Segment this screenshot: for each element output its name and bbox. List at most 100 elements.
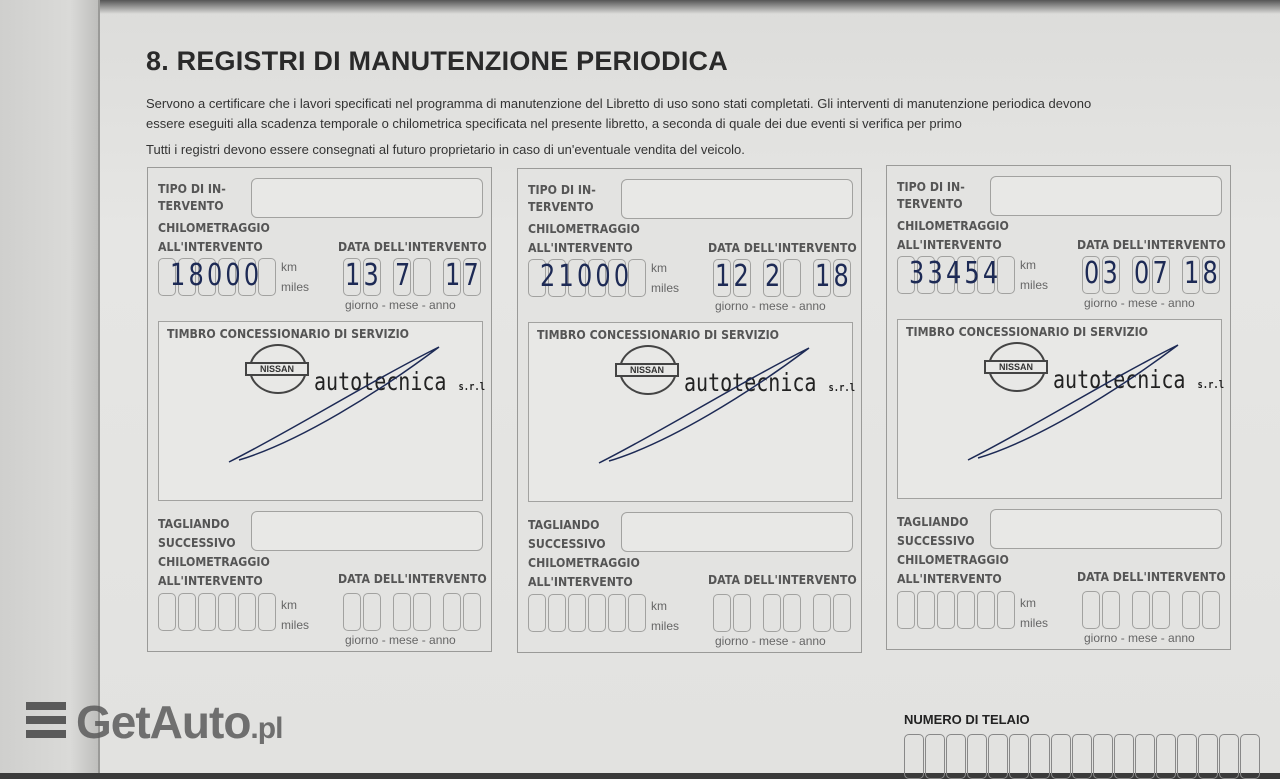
date-cell: [363, 258, 381, 296]
digit-cell: [568, 259, 586, 297]
dealer-name: autotecnica: [684, 368, 817, 397]
next-service-label: TAGLIANDO: [897, 514, 969, 529]
date-cell: [1132, 256, 1150, 294]
digit-cell: [258, 258, 276, 296]
date-cell: [813, 259, 831, 297]
date-cell: [813, 594, 831, 632]
date-month: 2: [765, 259, 784, 294]
digit-cell: [178, 593, 196, 631]
vin-cell: [1219, 734, 1239, 779]
date-year: 18: [1184, 256, 1221, 291]
digit-cell: [158, 593, 176, 631]
tipo-label: TIPO DI IN-: [897, 179, 965, 194]
date-cell: [463, 593, 481, 631]
date-cell: [1082, 591, 1100, 629]
dealer-suffix: s.r.l: [828, 381, 856, 394]
brand-text: NISSAN: [245, 362, 309, 376]
date-year: 17: [445, 258, 482, 293]
digit-cell: [917, 256, 935, 294]
date-month: 7: [395, 258, 414, 293]
miles-unit: miles: [1020, 616, 1049, 630]
date-cell: [363, 593, 381, 631]
date-format-hint: giorno - mese - anno: [345, 298, 456, 312]
date-cell: [1202, 256, 1220, 294]
nissan-logo-icon: NISSAN: [615, 345, 679, 395]
vin-cell: [925, 734, 945, 779]
stamp-label: TIMBRO CONCESSIONARIO DI SERVIZIO: [167, 326, 410, 341]
digit-cell: [628, 259, 646, 297]
next-service-label: TAGLIANDO: [158, 516, 230, 531]
mileage-value: 33454: [909, 256, 1002, 291]
digit-cell: [588, 259, 606, 297]
date-format-hint: giorno - mese - anno: [715, 299, 826, 313]
intro-line: Tutti i registri devono essere consegnat…: [146, 142, 745, 157]
date-label: DATA DELL'INTERVENTO: [1077, 237, 1226, 252]
next-service-field: [251, 511, 483, 551]
date-cell: [1082, 256, 1100, 294]
tipo-label: TIPO DI IN-: [158, 181, 226, 196]
digit-cell: [238, 593, 256, 631]
date-cell: [1152, 591, 1170, 629]
vin-cell: [1072, 734, 1092, 779]
dealer-suffix: s.r.l: [458, 380, 486, 393]
date-format-hint: giorno - mese - anno: [715, 634, 826, 648]
km-unit: km: [281, 598, 297, 612]
date-cell: [783, 594, 801, 632]
date-cell: [713, 259, 731, 297]
digit-cell: [548, 259, 566, 297]
intro-line: Servono a certificare che i lavori speci…: [146, 96, 1092, 111]
dealer-name: autotecnica: [1053, 365, 1186, 394]
digit-cell: [258, 593, 276, 631]
date-label: DATA DELL'INTERVENTO: [1077, 569, 1226, 584]
km-label: ALL'INTERVENTO: [897, 571, 1002, 586]
date-cell: [1102, 256, 1120, 294]
km-label: CHILOMETRAGGIO: [158, 554, 270, 569]
date-cell: [1132, 591, 1150, 629]
next-service-label: SUCCESSIVO: [897, 533, 975, 548]
next-service-field: [621, 512, 853, 552]
dealer-suffix: s.r.l: [1197, 378, 1225, 391]
digit-cell: [937, 256, 955, 294]
page-title: 8. REGISTRI DI MANUTENZIONE PERIODICA: [146, 46, 728, 76]
stamp-label: TIMBRO CONCESSIONARIO DI SERVIZIO: [537, 327, 780, 342]
brand-text: NISSAN: [984, 360, 1048, 374]
date-format-hint: giorno - mese - anno: [1084, 296, 1195, 310]
date-cell: [443, 258, 461, 296]
date-cell: [763, 594, 781, 632]
digit-cell: [997, 591, 1015, 629]
mileage-value: 21000: [540, 259, 633, 294]
miles-unit: miles: [1020, 278, 1049, 292]
intervention-type-field: [251, 178, 483, 218]
date-cell: [343, 593, 361, 631]
date-cell: [833, 259, 851, 297]
km-unit: km: [651, 261, 667, 275]
date-format-hint: giorno - mese - anno: [1084, 631, 1195, 645]
vin-cell: [1030, 734, 1050, 779]
digit-cell: [608, 594, 626, 632]
digit-cell: [997, 256, 1015, 294]
intro-line: essere eseguiti alla scadenza temporale …: [146, 116, 962, 131]
vin-cell: [1135, 734, 1155, 779]
date-cell: [1182, 256, 1200, 294]
digit-cell: [628, 594, 646, 632]
vin-cell: [1009, 734, 1029, 779]
tipo-label: TERVENTO: [158, 198, 224, 213]
vin-cell: [1051, 734, 1071, 779]
dealer-stamp-box: TIMBRO CONCESSIONARIO DI SERVIZIO NISSAN…: [158, 321, 486, 501]
date-month: 07: [1134, 256, 1171, 291]
tipo-label: TIPO DI IN-: [528, 182, 596, 197]
signature: [598, 347, 810, 464]
date-label: DATA DELL'INTERVENTO: [338, 571, 487, 586]
miles-unit: miles: [281, 618, 310, 632]
date-cell: [713, 594, 731, 632]
date-cell: [413, 258, 431, 296]
digit-cell: [897, 591, 915, 629]
page-shadow: [100, 0, 1280, 14]
date-cell: [1182, 591, 1200, 629]
nissan-logo-icon: NISSAN: [984, 342, 1048, 392]
vin-cell: [1114, 734, 1134, 779]
km-label: ALL'INTERVENTO: [897, 237, 1002, 252]
digit-cell: [568, 594, 586, 632]
booklet-page: 8. REGISTRI DI MANUTENZIONE PERIODICA Se…: [98, 0, 1280, 779]
date-cell: [1152, 256, 1170, 294]
